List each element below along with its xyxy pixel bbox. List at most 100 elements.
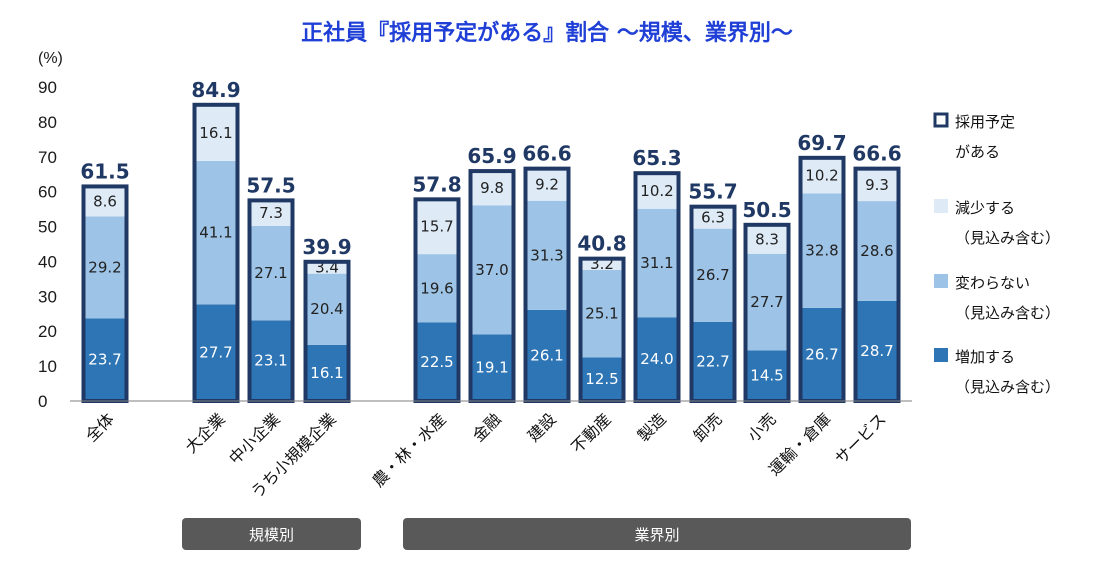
bar-segment <box>802 157 842 194</box>
total-value-label: 65.9 <box>467 144 516 168</box>
bar-segment <box>307 273 347 345</box>
category-label: 農・林・水産 <box>369 409 450 490</box>
category-label: 大企業 <box>181 409 228 456</box>
legend-swatch <box>934 348 948 362</box>
legend-item: 増加する （見込み含む） <box>934 348 1060 396</box>
bar-segment <box>472 334 512 401</box>
legend-swatch <box>934 199 948 213</box>
bar-segment <box>802 307 842 401</box>
total-value-label: 69.7 <box>797 131 846 155</box>
bar-segment <box>472 205 512 335</box>
segment-value-label: 22.7 <box>696 352 729 370</box>
y-tick-label: 50 <box>38 218 57 237</box>
bar-segment <box>802 193 842 308</box>
category-label: サービス <box>831 409 890 468</box>
total-value-label: 65.3 <box>632 146 681 170</box>
legend-sublabel: がある <box>955 143 1000 161</box>
bar-stack: 23.1 27.1 7.3 57.5 <box>246 173 296 403</box>
group-label: 規模別 <box>182 518 361 550</box>
group-label-text: 規模別 <box>249 526 294 544</box>
y-tick-label: 90 <box>38 78 57 97</box>
bar-stack: 22.5 19.6 15.7 57.8 <box>412 172 462 403</box>
bar-stack: 19.1 37.0 9.8 65.9 <box>467 144 517 403</box>
total-value-label: 57.5 <box>246 173 295 197</box>
bar-segment <box>251 225 291 321</box>
segment-value-label: 9.3 <box>865 176 889 194</box>
segment-value-label: 27.7 <box>750 293 783 311</box>
bar-segment <box>582 269 622 358</box>
group-label: 業界別 <box>403 518 911 550</box>
legend-label: 増加する <box>955 348 1015 366</box>
category-label: 金融 <box>469 409 505 445</box>
y-tick-label: 70 <box>38 148 57 167</box>
segment-value-label: 7.3 <box>259 204 283 222</box>
bar-stack: 27.7 41.1 16.1 84.9 <box>191 78 241 403</box>
bar-stack: 12.525.13.240.8 <box>577 232 627 403</box>
category-label: 小売 <box>744 409 780 445</box>
total-value-label: 39.9 <box>302 235 351 259</box>
category-label: 製造 <box>634 409 670 445</box>
segment-value-label: 10.2 <box>640 182 673 200</box>
segment-value-label: 26.7 <box>696 266 729 284</box>
bar-segment <box>637 173 677 209</box>
bar-stack: 24.0 31.1 10.2 65.3 <box>632 146 682 403</box>
segment-value-label: 19.1 <box>475 359 508 377</box>
bar-segment <box>582 258 622 270</box>
segment-value-label: 32.8 <box>805 242 838 260</box>
bar-stack: 16.120.43.439.9 <box>302 235 352 403</box>
bar-segment <box>527 168 567 201</box>
bar-segment <box>693 228 733 322</box>
bar-segment <box>85 186 125 217</box>
bar-stack: 23.7 29.2 8.6 61.5 <box>80 159 130 403</box>
bar-stack: 22.7 26.7 6.3 55.7 <box>688 180 738 403</box>
bar-stack: 26.1 31.3 9.2 66.6 <box>522 142 572 403</box>
y-tick-label: 0 <box>38 392 47 411</box>
legend-swatch <box>933 112 949 128</box>
y-tick-label: 60 <box>38 183 57 202</box>
total-value-label: 61.5 <box>80 159 129 183</box>
bar-segment <box>582 357 622 401</box>
segment-value-label: 16.1 <box>310 364 343 382</box>
category-label: 建設 <box>524 409 560 445</box>
segment-value-label: 22.5 <box>420 353 453 371</box>
bar-segment <box>472 171 512 206</box>
bar-segment <box>693 206 733 229</box>
total-value-label: 84.9 <box>191 78 240 102</box>
bar-segment <box>251 200 291 226</box>
bar-segment <box>196 160 236 305</box>
legend-sublabel: （見込み含む） <box>955 229 1060 247</box>
segment-value-label: 27.7 <box>199 344 232 362</box>
group-labels: 規模別 業界別 <box>182 518 911 550</box>
bar-segment <box>417 322 457 401</box>
bar-segment <box>527 200 567 310</box>
segment-value-label: 31.3 <box>530 246 563 264</box>
total-value-label: 66.6 <box>522 142 571 166</box>
category-label: 全体 <box>82 409 118 445</box>
legend-label: 変わらない <box>955 274 1030 292</box>
segment-value-label: 12.5 <box>585 370 618 388</box>
y-tick-label: 10 <box>38 357 57 376</box>
bar-segment <box>417 254 457 323</box>
bar-stack: 26.7 32.8 10.2 69.7 <box>797 131 847 403</box>
bar-segment <box>637 208 677 318</box>
legend-item: 減少する （見込み含む） <box>934 199 1060 247</box>
y-tick-label: 30 <box>38 287 57 306</box>
bars: 23.7 29.2 8.6 61.5 27.7 41.1 16.1 84.9 23.1 27.1 7… <box>80 78 902 403</box>
total-value-label: 50.5 <box>742 198 791 222</box>
segment-value-label: 26.7 <box>805 345 838 363</box>
bar-segment <box>637 317 677 401</box>
segment-value-label: 19.6 <box>420 279 453 297</box>
bar-segment <box>196 304 236 401</box>
segment-value-label: 8.6 <box>93 192 117 210</box>
legend-sublabel: （見込み含む） <box>955 378 1060 396</box>
bar-segment <box>857 168 897 202</box>
segment-value-label: 37.0 <box>475 261 508 279</box>
bar-segment <box>747 224 787 254</box>
legend-item: 採用予定がある <box>933 112 1015 161</box>
segment-value-label: 23.1 <box>254 352 287 370</box>
chart-title: 正社員『採用予定がある』割合 〜規模、業界別〜 <box>301 20 793 46</box>
legend-item: 変わらない （見込み含む） <box>934 274 1060 322</box>
segment-value-label: 29.2 <box>88 258 121 276</box>
bar-segment <box>857 201 897 301</box>
